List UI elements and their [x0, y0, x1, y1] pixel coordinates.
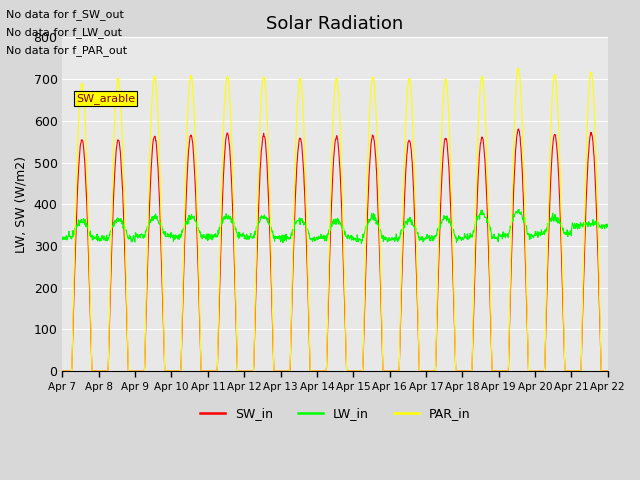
Y-axis label: LW, SW (W/m2): LW, SW (W/m2) — [15, 156, 28, 253]
Text: No data for f_SW_out: No data for f_SW_out — [6, 9, 124, 20]
Legend: SW_in, LW_in, PAR_in: SW_in, LW_in, PAR_in — [195, 402, 476, 425]
Text: SW_arable: SW_arable — [76, 93, 135, 104]
Text: No data for f_LW_out: No data for f_LW_out — [6, 27, 122, 38]
Text: No data for f_PAR_out: No data for f_PAR_out — [6, 45, 127, 56]
Title: Solar Radiation: Solar Radiation — [266, 15, 404, 33]
